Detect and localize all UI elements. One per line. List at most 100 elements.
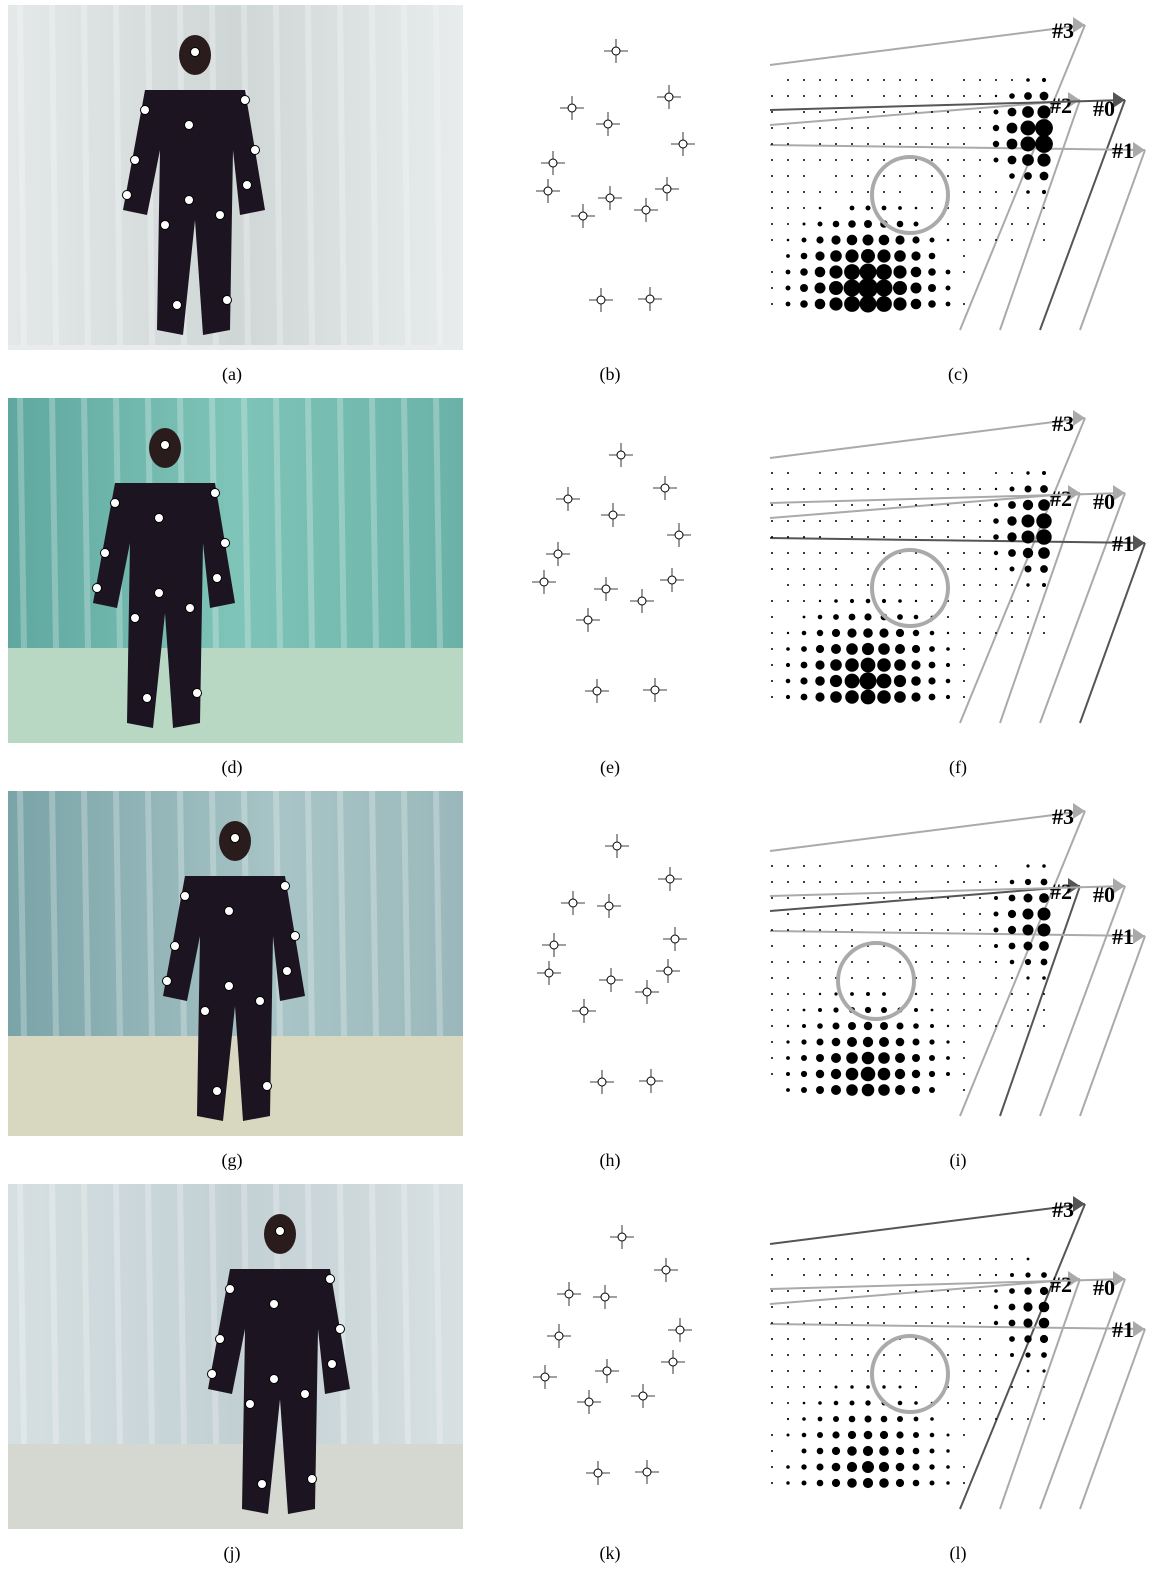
occupancy-dot	[979, 865, 981, 867]
occupancy-dot	[1011, 79, 1013, 81]
occupancy-dot	[894, 675, 906, 687]
occupancy-dot	[1027, 1258, 1030, 1261]
crosshair-circle	[602, 585, 610, 593]
curtain-fold	[372, 791, 376, 1036]
occupancy-dot	[835, 1386, 838, 1389]
occupancy-dot	[1011, 584, 1013, 586]
marker-dot	[243, 181, 252, 190]
occupancy-dot	[899, 536, 901, 538]
occupancy-dot	[851, 191, 853, 193]
occupancy-dot	[1043, 223, 1045, 225]
occupancy-dot	[803, 95, 805, 97]
occupancy-dot	[947, 1290, 949, 1292]
crosshair-circle	[593, 687, 601, 695]
occupancy-dot	[851, 977, 853, 979]
occupancy-dot	[883, 977, 885, 979]
occupancy-dot	[963, 1418, 965, 1420]
marker-dot	[185, 196, 194, 205]
occupancy-dot	[848, 1431, 856, 1439]
occupancy-dot	[915, 1370, 917, 1372]
occupancy-dot	[877, 249, 890, 262]
occupancy-dot	[803, 1290, 805, 1292]
occupancy-dot	[979, 1370, 981, 1372]
occupancy-dot	[832, 1479, 840, 1487]
occupancy-dot	[771, 287, 773, 289]
occupancy-dot	[848, 1022, 856, 1030]
occupancy-dot	[911, 299, 922, 310]
occupancy-dot	[771, 1057, 773, 1059]
occupancy-dot	[994, 551, 998, 555]
view-ray	[960, 811, 1085, 1116]
occupancy-dot	[963, 95, 965, 97]
occupancy-dot	[1009, 173, 1015, 179]
occupancy-dot	[849, 614, 856, 621]
occupancy-dot	[1035, 135, 1053, 153]
occupancy-dot	[899, 584, 901, 586]
occupancy-dot	[771, 111, 773, 113]
occupancy-dot	[771, 680, 773, 682]
view-ray	[960, 25, 1085, 330]
occupancy-dot	[787, 977, 789, 979]
occupancy-dot	[834, 599, 838, 603]
marker-dot	[181, 892, 190, 901]
marker-dot	[281, 882, 290, 891]
occupancy-dot	[931, 568, 933, 570]
occupancy-dot	[883, 111, 885, 113]
occupancy-dot	[786, 695, 790, 699]
occupancy-dot	[979, 520, 981, 522]
view-ray	[1040, 493, 1125, 723]
crosshair-circle	[647, 1077, 655, 1085]
occupancy-dot	[963, 504, 965, 506]
occupancy-dot	[1007, 516, 1016, 525]
crosshair-circle	[597, 296, 605, 304]
occupancy-dot	[930, 1024, 934, 1028]
occupancy-dot	[1043, 1418, 1045, 1420]
occupancy-dot	[786, 1481, 789, 1484]
occupancy-dot	[803, 191, 805, 193]
occupancy-dot	[771, 1402, 773, 1404]
marker-dot	[141, 106, 150, 115]
occupancy-dot	[963, 1089, 965, 1091]
occupancy-dot	[787, 159, 789, 161]
crosshair-circle	[618, 1233, 626, 1241]
occupancy-dot	[787, 1258, 789, 1260]
occupancy-dot	[878, 1052, 890, 1064]
occupancy-dot	[979, 993, 981, 995]
occupancy-dot	[867, 961, 869, 963]
occupancy-dot	[1011, 600, 1013, 602]
occupancy-dot	[946, 663, 950, 667]
curtain-fold	[308, 791, 312, 1036]
occupancy-dot	[947, 977, 949, 979]
crosshair-circle	[550, 941, 558, 949]
occupancy-dot	[787, 239, 790, 242]
occupancy-dot	[1021, 121, 1036, 136]
caption: (e)	[600, 757, 620, 778]
occupancy-dot	[963, 1386, 965, 1388]
occupancy-dot	[915, 897, 917, 899]
occupancy-dot	[1043, 1402, 1045, 1404]
marker-dot	[186, 604, 195, 613]
occupancy-dot	[867, 504, 869, 506]
occupancy-dot	[896, 629, 904, 637]
occupancy-dot	[1024, 1335, 1031, 1342]
occupancy-dot	[995, 584, 997, 586]
occupancy-dot	[994, 1305, 998, 1309]
occupancy-dot	[882, 1385, 885, 1388]
occupancy-dot	[1040, 172, 1049, 181]
curtain-fold	[404, 1184, 408, 1444]
occupancy-dot	[1043, 632, 1045, 634]
occupancy-dot	[771, 95, 773, 97]
occupancy-dot	[771, 568, 773, 570]
occupancy-dot	[801, 1087, 807, 1093]
floor	[8, 345, 463, 350]
occupancy-dot	[771, 1290, 773, 1292]
occupancy-dot	[979, 897, 981, 899]
occupancy-dot	[931, 207, 933, 209]
occupancy-dot	[994, 158, 999, 163]
occupancy-dot	[947, 1434, 950, 1437]
occupancy-dot	[787, 488, 789, 490]
occupancy-dot	[1027, 1009, 1029, 1011]
occupancy-dot	[883, 191, 885, 193]
crosshair-circle	[540, 578, 548, 586]
occupancy-dot	[1011, 993, 1013, 995]
